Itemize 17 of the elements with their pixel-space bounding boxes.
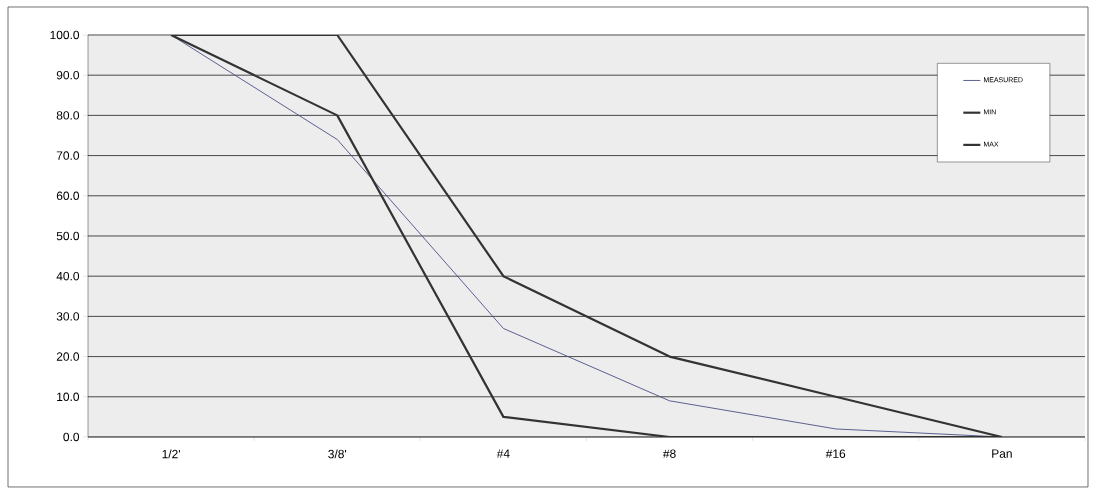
y-tick-label: 80.0 xyxy=(56,111,80,120)
x-tick-label: #16 xyxy=(825,449,846,458)
x-tick-label: #4 xyxy=(496,449,510,458)
y-tick-label: 30.0 xyxy=(56,312,80,321)
x-tick-label: 1/2' xyxy=(162,449,180,459)
y-tick-label: 100.0 xyxy=(50,30,80,40)
y-tick-label: 40.0 xyxy=(56,271,80,281)
y-tick-label: 60.0 xyxy=(56,191,80,201)
x-tick-label: 3/8' xyxy=(328,449,347,459)
y-tick-label: 0.0 xyxy=(63,432,80,442)
y-tick-label: 50.0 xyxy=(56,231,80,241)
y-tick-label: 10.0 xyxy=(57,392,80,402)
y-tick-label: 70.0 xyxy=(56,151,80,160)
y-tick-label: 20.0 xyxy=(56,352,80,361)
y-tick-label: 90.0 xyxy=(56,70,80,80)
x-tick-label: Pan xyxy=(992,449,1012,458)
x-tick-label: #8 xyxy=(662,449,676,458)
